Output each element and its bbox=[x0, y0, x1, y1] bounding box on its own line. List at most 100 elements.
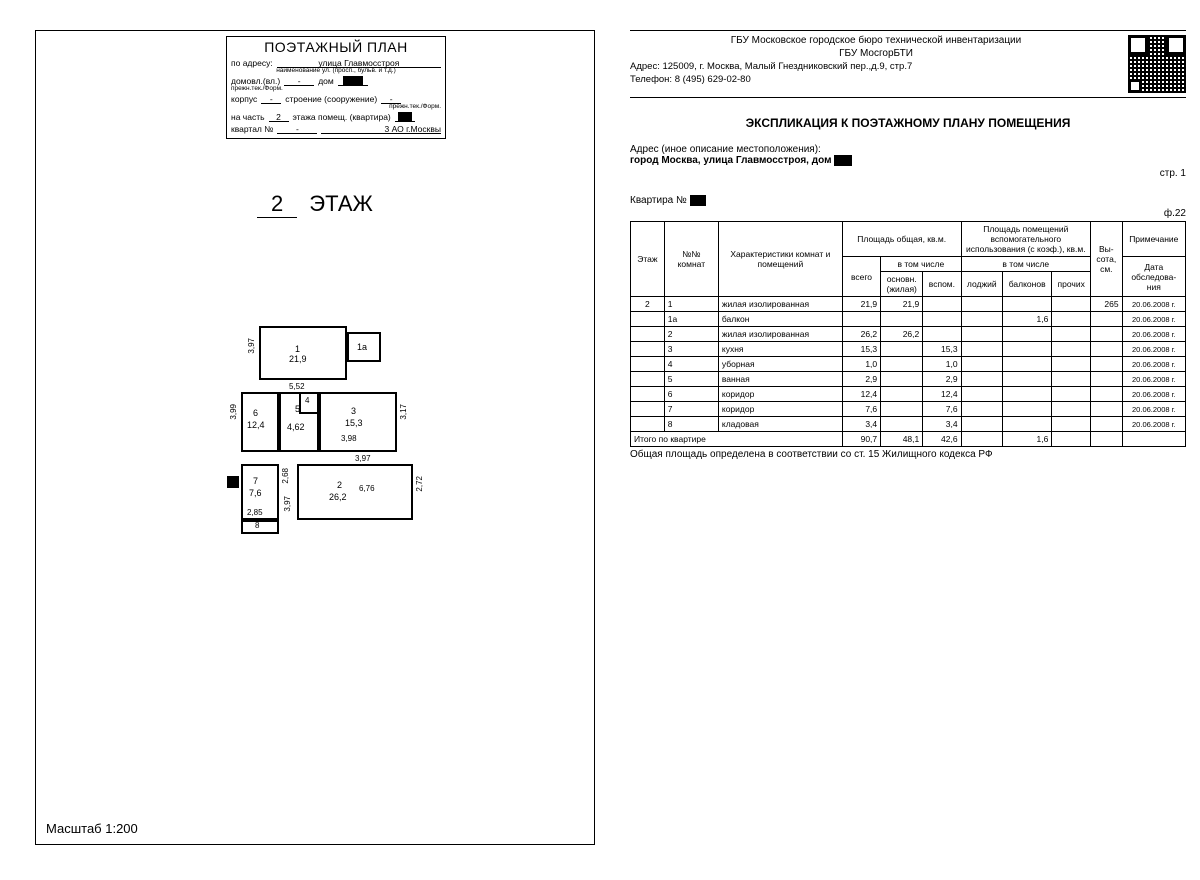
hdr-sub-dom: прежн.тек./Форм. bbox=[231, 85, 441, 92]
table-cell bbox=[1091, 342, 1123, 357]
table-cell bbox=[1091, 357, 1123, 372]
hdr-val-ao: 3 АО г.Москвы bbox=[321, 124, 441, 134]
table-cell: уборная bbox=[718, 357, 842, 372]
table-cell bbox=[1002, 417, 1051, 432]
room-3-num: 3 bbox=[351, 406, 356, 416]
table-row: 6коридор12,412,420.06.2008 г. bbox=[631, 387, 1186, 402]
room-8 bbox=[241, 520, 279, 534]
table-head: Этаж №№ комнат Характеристики комнат и п… bbox=[631, 222, 1186, 297]
table-cell: кухня bbox=[718, 342, 842, 357]
table-cell bbox=[1091, 402, 1123, 417]
table-cell bbox=[842, 312, 880, 327]
th-vspom: вспом. bbox=[923, 272, 961, 297]
table-cell bbox=[961, 357, 1002, 372]
table-cell: жилая изолированная bbox=[718, 327, 842, 342]
table-foot: Итого по квартире 90,7 48,1 42,6 1,6 bbox=[631, 432, 1186, 447]
hdr-val-korpus: - bbox=[261, 94, 281, 104]
table-cell bbox=[881, 402, 923, 417]
hdr-row-nchast: на часть 2 этажа помещ. (квартира) bbox=[231, 112, 441, 122]
table-cell bbox=[961, 312, 1002, 327]
total-d bbox=[1122, 432, 1185, 447]
table-cell: 3,4 bbox=[923, 417, 961, 432]
table-row: 7коридор7,67,620.06.2008 г. bbox=[631, 402, 1186, 417]
explication-table: Этаж №№ комнат Характеристики комнат и п… bbox=[630, 221, 1186, 447]
th-osnov: основн. (жилая) bbox=[881, 272, 923, 297]
total-label: Итого по квартире bbox=[631, 432, 843, 447]
table-row: 3кухня15,315,320.06.2008 г. bbox=[631, 342, 1186, 357]
kvartira-line: Квартира № bbox=[630, 195, 1186, 206]
table-cell: 2 bbox=[664, 327, 718, 342]
table-cell: 20.06.2008 г. bbox=[1122, 297, 1185, 312]
table-cell bbox=[1002, 342, 1051, 357]
table-cell: 3,4 bbox=[842, 417, 880, 432]
table-cell: 20.06.2008 г. bbox=[1122, 327, 1185, 342]
redaction-icon bbox=[343, 76, 363, 86]
table-cell: 15,3 bbox=[842, 342, 880, 357]
room-3-area: 15,3 bbox=[345, 418, 363, 428]
table-cell: 7 bbox=[664, 402, 718, 417]
table-cell bbox=[881, 342, 923, 357]
table-cell bbox=[1091, 312, 1123, 327]
hdr-lbl-stroenie: строение (сооружение) bbox=[285, 94, 377, 104]
header-box: ПОЭТАЖНЫЙ ПЛАН по адресу: улица Главмосс… bbox=[226, 36, 446, 139]
table-cell bbox=[1052, 297, 1091, 312]
table-cell: 20.06.2008 г. bbox=[1122, 357, 1185, 372]
table-cell: 6 bbox=[664, 387, 718, 402]
table-cell bbox=[1052, 327, 1091, 342]
table-cell: 20.06.2008 г. bbox=[1122, 417, 1185, 432]
table-cell: 1,0 bbox=[923, 357, 961, 372]
th-nomer: №№ комнат bbox=[664, 222, 718, 297]
table-cell bbox=[961, 327, 1002, 342]
room-1-area: 21,9 bbox=[289, 354, 307, 364]
room-7-dim-h: 2,68 bbox=[281, 468, 290, 484]
table-cell: балкон bbox=[718, 312, 842, 327]
room-7-dim-w: 2,85 bbox=[247, 508, 263, 517]
table-cell bbox=[1002, 297, 1051, 312]
table-cell bbox=[1002, 327, 1051, 342]
redaction-icon bbox=[834, 155, 852, 166]
table-cell: 1а bbox=[664, 312, 718, 327]
table-cell: 2,9 bbox=[923, 372, 961, 387]
room-7-num: 7 bbox=[253, 476, 258, 486]
total-bal: 1,6 bbox=[1002, 432, 1051, 447]
redaction-icon bbox=[690, 195, 706, 206]
kvartira-label: Квартира № bbox=[630, 195, 687, 206]
table-cell: 20.06.2008 г. bbox=[1122, 342, 1185, 357]
table-cell: 26,2 bbox=[881, 327, 923, 342]
table-cell: 1 bbox=[664, 297, 718, 312]
address-value-text: город Москва, улица Главмосстроя, дом bbox=[630, 155, 831, 166]
room-2-area: 26,2 bbox=[329, 492, 347, 502]
table-cell: 20.06.2008 г. bbox=[1122, 372, 1185, 387]
table-cell: 2,9 bbox=[842, 372, 880, 387]
qr-code-icon bbox=[1128, 35, 1186, 93]
table-cell bbox=[1091, 387, 1123, 402]
table-row: 4уборная1,01,020.06.2008 г. bbox=[631, 357, 1186, 372]
redaction-icon bbox=[398, 112, 412, 122]
total-pro bbox=[1052, 432, 1091, 447]
room-3-dim-w: 3,98 bbox=[341, 434, 357, 443]
right-header: ГБУ Московское городское бюро техническо… bbox=[630, 30, 1186, 98]
address-block: Адрес (иное описание местоположения): го… bbox=[630, 144, 1186, 166]
table-cell bbox=[961, 402, 1002, 417]
foot-note: Общая площадь определена в соответствии … bbox=[630, 449, 1186, 460]
table-cell: 21,9 bbox=[842, 297, 880, 312]
form-f22: ф.22 bbox=[630, 208, 1186, 219]
hdr-lbl-kvartal: квартал № bbox=[231, 124, 273, 134]
table-cell bbox=[631, 372, 665, 387]
table-cell bbox=[1052, 342, 1091, 357]
table-cell bbox=[961, 417, 1002, 432]
table-cell bbox=[961, 342, 1002, 357]
th-data: Дата обследова-ния bbox=[1122, 257, 1185, 297]
table-cell bbox=[1052, 417, 1091, 432]
table-cell bbox=[631, 357, 665, 372]
table-cell bbox=[1002, 387, 1051, 402]
table-cell bbox=[881, 372, 923, 387]
room-8-dim-h: 3,97 bbox=[283, 496, 292, 512]
total-vsego: 90,7 bbox=[842, 432, 880, 447]
hdr-lbl-korpus: корпус bbox=[231, 94, 257, 104]
room-1-num: 1 bbox=[295, 344, 300, 354]
table-cell bbox=[1052, 357, 1091, 372]
hdr-val-nchast: 2 bbox=[269, 112, 289, 122]
room-3-dim-h: 3,17 bbox=[399, 404, 408, 420]
th-vtom-1: в том числе bbox=[881, 257, 961, 272]
